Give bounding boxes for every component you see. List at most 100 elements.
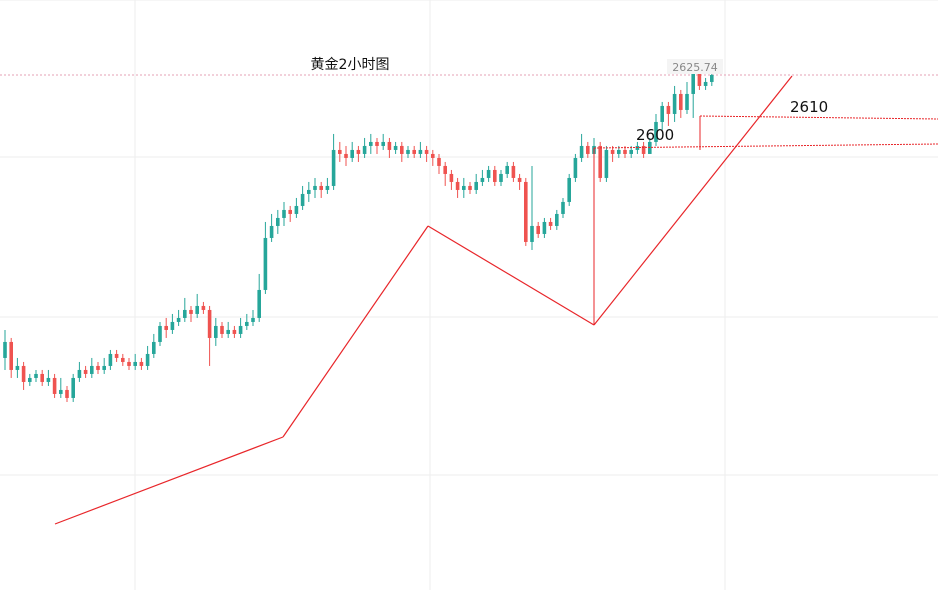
candle-body [9, 341, 13, 370]
candle [90, 357, 94, 378]
candle-body [604, 149, 609, 178]
candle [586, 141, 590, 158]
candle [418, 141, 423, 158]
candle-body [431, 153, 435, 158]
candle [214, 317, 218, 346]
candle-body [232, 329, 237, 334]
candle-body [586, 145, 590, 154]
candle-body [83, 369, 88, 374]
chart-title: 黄金2小时图 [311, 56, 390, 73]
candle-body [59, 389, 63, 394]
current-price-tag: 2625.74 [667, 59, 723, 74]
candle [294, 197, 299, 218]
candle-body [530, 225, 534, 242]
candle-body [362, 145, 367, 154]
candle [238, 317, 243, 338]
candle [207, 305, 212, 366]
candle [108, 349, 113, 370]
candle [28, 373, 32, 386]
candle-body [623, 149, 627, 154]
candle-body [462, 185, 466, 190]
candle-body [499, 173, 503, 182]
candle-body [511, 165, 516, 178]
candle [660, 101, 664, 130]
trend-line [282, 225, 429, 438]
candle [356, 145, 361, 162]
candle-body [641, 145, 646, 154]
candle-body [672, 93, 677, 114]
candle [524, 177, 528, 246]
candle-body [524, 181, 528, 242]
candle [505, 161, 509, 178]
candle [170, 313, 175, 334]
candle [710, 73, 714, 86]
candle-body [288, 209, 292, 214]
candle-body [685, 93, 689, 110]
candle [400, 141, 404, 162]
candle [449, 169, 454, 190]
candle-body [375, 141, 379, 146]
candle-body [300, 193, 305, 206]
candle-body [418, 149, 423, 154]
candle-body [170, 321, 175, 330]
candle-body [207, 309, 212, 338]
candle-body [114, 353, 119, 358]
candle [679, 89, 683, 118]
candle-body [102, 365, 106, 370]
candle [288, 205, 292, 222]
candle [46, 369, 51, 386]
trend-line [593, 75, 793, 326]
candle-body [381, 141, 385, 146]
candle [561, 197, 565, 218]
candle [393, 141, 398, 154]
candle [176, 309, 181, 326]
candle [499, 169, 503, 186]
candle-body [65, 389, 69, 398]
candle [598, 141, 602, 182]
candle [257, 273, 261, 322]
candle [443, 161, 447, 186]
candle [220, 321, 224, 338]
candle-body [28, 377, 32, 382]
candle-body [319, 185, 323, 190]
candle [369, 133, 373, 154]
candle-body [3, 341, 7, 358]
candle-body [710, 75, 714, 82]
candle [195, 293, 199, 318]
candle [164, 317, 168, 338]
candle [486, 165, 491, 182]
level-2610-label: 2610 [790, 98, 828, 116]
candle [59, 377, 63, 398]
candle [183, 297, 187, 322]
candle [480, 169, 485, 186]
candle [232, 325, 237, 338]
candle-body [139, 361, 144, 366]
candle-body [350, 149, 354, 158]
candle [319, 181, 323, 198]
candle [145, 345, 150, 370]
candle-body [468, 185, 472, 190]
candle-body [238, 325, 243, 334]
candle-body [214, 325, 218, 338]
candle-body [220, 325, 224, 334]
candle-body [369, 141, 373, 146]
candle-body [269, 225, 274, 238]
candle [536, 221, 540, 238]
candle-body [313, 185, 317, 190]
candle [77, 361, 82, 382]
candle [431, 149, 435, 166]
candle [338, 141, 342, 162]
candle [406, 145, 410, 158]
candle [542, 217, 547, 238]
candle [325, 177, 330, 194]
candle-body [691, 73, 695, 94]
candle [573, 153, 578, 182]
candle [251, 309, 255, 326]
candle-body [34, 373, 38, 378]
candle-body [610, 149, 615, 154]
candle [462, 177, 466, 198]
candle [579, 133, 584, 162]
candle [263, 221, 268, 294]
